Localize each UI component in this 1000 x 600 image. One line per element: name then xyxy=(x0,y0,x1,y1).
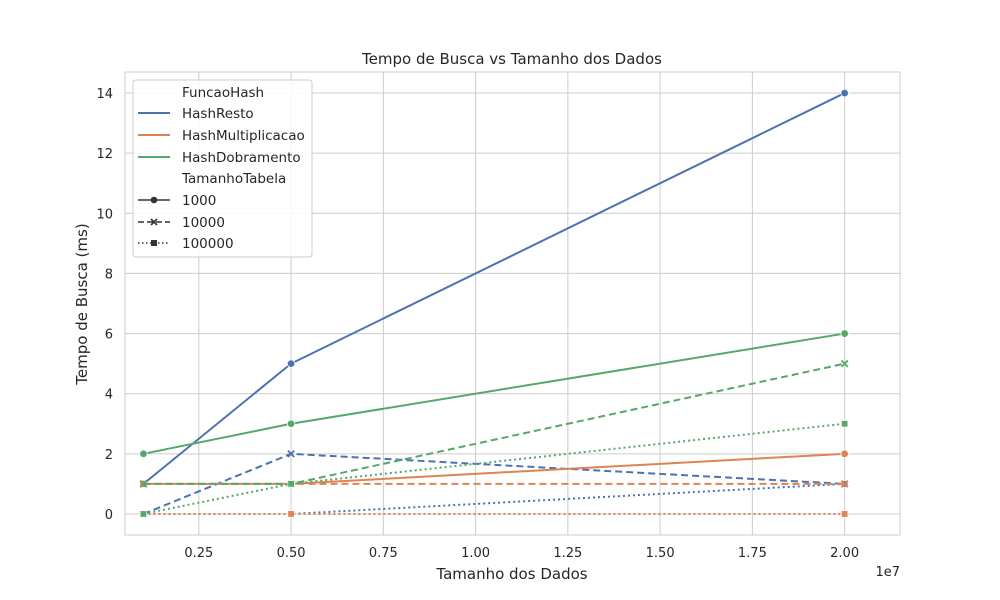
x-axis-offset-label: 1e7 xyxy=(875,565,900,580)
legend: FuncaoHash HashResto HashMultiplicacao H… xyxy=(132,79,313,258)
y-tick-label: 14 xyxy=(96,87,113,102)
y-tick-label: 12 xyxy=(96,147,113,162)
chart-title: Tempo de Busca vs Tamanho dos Dados xyxy=(361,50,662,68)
x-tick-label: 1.25 xyxy=(553,546,582,561)
data-point xyxy=(841,510,849,518)
data-point xyxy=(287,510,295,518)
y-tick-label: 2 xyxy=(105,448,113,463)
data-point xyxy=(840,329,849,338)
legend-marker-square xyxy=(151,240,157,246)
x-tick-label: 0.75 xyxy=(369,546,398,561)
y-tick-label: 4 xyxy=(105,388,113,403)
y-tick-label: 6 xyxy=(105,328,113,343)
legend-label-hashdobramento: HashDobramento xyxy=(182,150,301,166)
data-point xyxy=(841,420,849,428)
y-tick-labels: 0 2 4 6 8 10 12 14 xyxy=(96,87,113,523)
data-point xyxy=(139,449,148,459)
series-hashdobramento-100000 xyxy=(139,420,849,518)
legend-label-100000: 100000 xyxy=(182,236,234,252)
x-tick-label: 1.50 xyxy=(646,546,675,561)
data-point xyxy=(287,480,295,488)
x-axis-label: Tamanho dos Dados xyxy=(435,565,587,583)
data-point xyxy=(840,480,849,488)
x-tick-label: 0.25 xyxy=(184,546,213,561)
y-tick-label: 0 xyxy=(105,508,113,523)
legend-style-title: TamanhoTabela xyxy=(181,171,286,187)
data-point xyxy=(139,510,147,518)
data-point xyxy=(287,449,295,458)
x-tick-label: 1.75 xyxy=(738,546,767,561)
x-tick-label: 1.00 xyxy=(461,546,490,561)
legend-marker-circle xyxy=(150,196,158,204)
data-point xyxy=(139,480,148,488)
x-tick-labels: 0.25 0.50 0.75 1.00 1.25 1.50 1.75 2.00 xyxy=(184,546,859,561)
data-point xyxy=(840,88,849,98)
legend-box xyxy=(132,79,313,258)
x-tick-label: 2.00 xyxy=(830,546,859,561)
y-tick-label: 8 xyxy=(105,267,113,282)
legend-label-1000: 1000 xyxy=(182,193,216,209)
series-hashdobramento-1000 xyxy=(139,329,849,459)
data-point xyxy=(840,449,849,459)
legend-hue-title: FuncaoHash xyxy=(182,85,264,101)
legend-label-10000: 10000 xyxy=(182,215,225,231)
data-point xyxy=(840,359,849,368)
y-axis-label: Tempo de Busca (ms) xyxy=(73,223,91,385)
y-tick-label: 10 xyxy=(96,207,113,222)
legend-marker-x xyxy=(150,218,158,226)
legend-label-hashresto: HashResto xyxy=(182,106,254,122)
series-group xyxy=(139,88,849,518)
x-tick-label: 0.50 xyxy=(277,546,306,561)
data-point xyxy=(286,359,296,368)
data-point xyxy=(286,419,296,428)
legend-label-hashmultiplicacao: HashMultiplicacao xyxy=(182,128,305,144)
